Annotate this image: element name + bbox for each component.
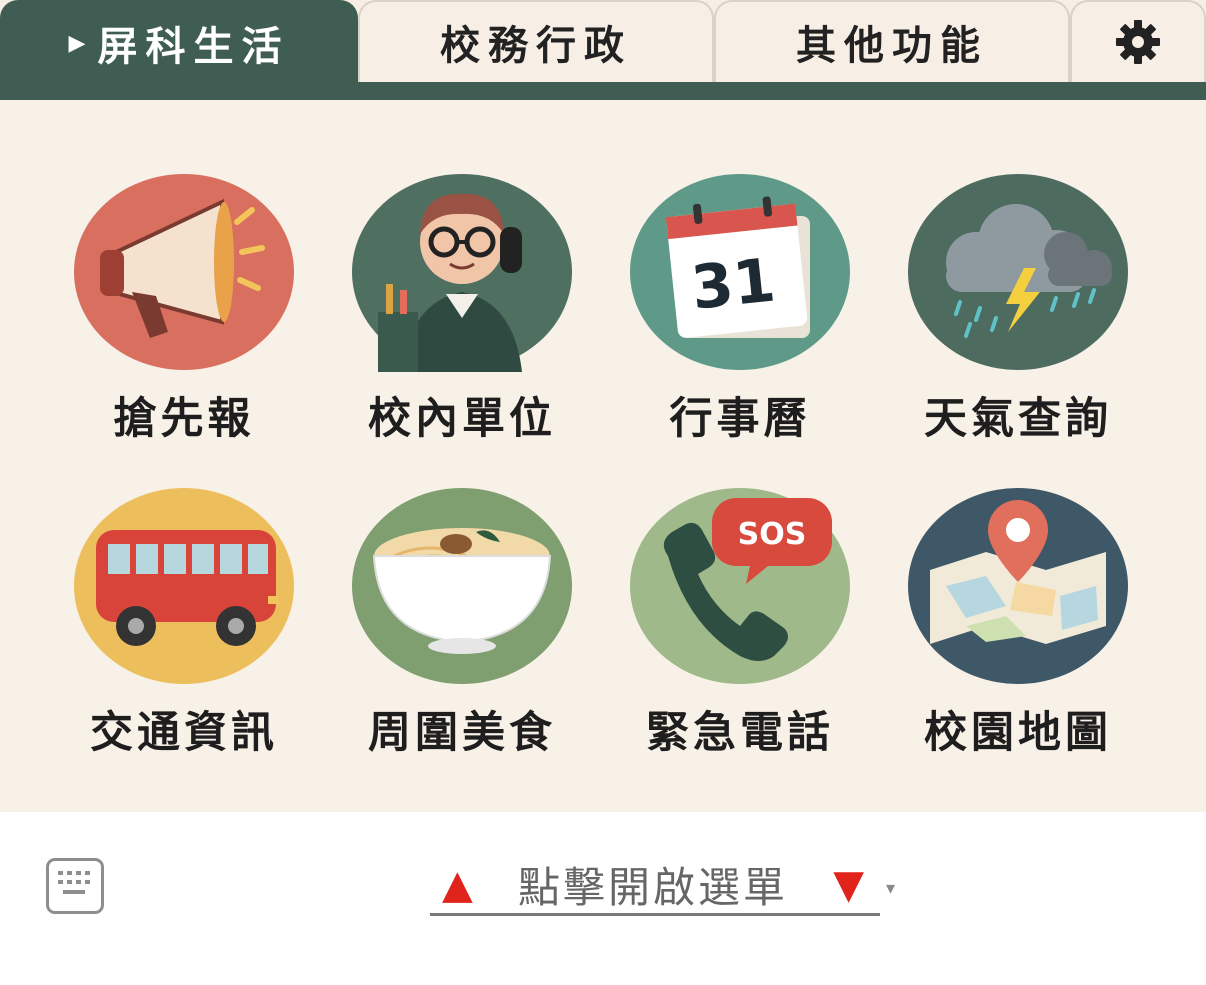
grid-item-calendar[interactable]: 31 行事曆 <box>620 172 860 472</box>
grid-item-transport[interactable]: 交通資訊 <box>64 486 304 786</box>
arrow-up-icon: ▲ <box>442 861 473 908</box>
keyboard-toggle-button[interactable] <box>46 858 104 914</box>
grid-item-label: 搶先報 <box>113 394 255 444</box>
open-menu-button[interactable]: ▲ 點擊開啟選單 ▼ <box>430 856 880 916</box>
grid-item-news[interactable]: 搶先報 <box>64 172 304 472</box>
tab-school-admin[interactable]: 校務行政 <box>358 0 714 82</box>
noodle-bowl-icon <box>352 488 572 684</box>
tab-other-functions[interactable]: 其他功能 <box>714 0 1070 82</box>
play-triangle-icon: ▶ <box>68 30 86 56</box>
calendar-icon: 31 <box>630 174 850 370</box>
tab-label: 屏科生活 <box>97 24 290 70</box>
bus-icon <box>74 488 294 684</box>
map-pin-icon <box>908 488 1128 684</box>
grid-item-label: 校內單位 <box>368 394 556 444</box>
grid-item-label: 周圍美食 <box>368 708 556 758</box>
keyboard-icon <box>58 871 90 894</box>
dropdown-caret-icon[interactable]: ▾ <box>886 878 896 899</box>
grid-item-label: 交通資訊 <box>90 708 278 758</box>
gear-icon <box>1116 20 1160 64</box>
menu-button-label: 點擊開啟選單 <box>517 863 788 912</box>
receptionist-icon <box>352 174 572 372</box>
sos-text: SOS <box>738 517 807 552</box>
tab-underline <box>0 82 1206 100</box>
grid-item-label: 行事曆 <box>669 394 811 444</box>
tab-pingtung-life[interactable]: ▶ 屏科生活 <box>0 0 358 84</box>
calendar-date: 31 <box>688 245 778 323</box>
tab-bar: ▶ 屏科生活 校務行政 其他功能 <box>0 0 1206 100</box>
arrow-down-icon: ▼ <box>833 861 864 908</box>
grid-item-label: 緊急電話 <box>646 708 834 758</box>
grid-item-emergency-phone[interactable]: SOS 緊急電話 <box>620 486 860 786</box>
grid-item-label: 天氣查詢 <box>924 394 1112 444</box>
tab-label: 其他功能 <box>796 23 988 69</box>
bottom-bar: ▲ 點擊開啟選單 ▼ ▾ <box>0 812 1206 985</box>
settings-button[interactable] <box>1070 0 1206 82</box>
grid-item-food[interactable]: 周圍美食 <box>342 486 582 786</box>
storm-cloud-icon <box>908 174 1128 370</box>
sos-phone-icon: SOS <box>630 488 850 684</box>
grid-item-campus-map[interactable]: 校園地圖 <box>898 486 1138 786</box>
grid-item-campus-units[interactable]: 校內單位 <box>342 172 582 472</box>
feature-grid: 搶先報 校內單位 31 行 <box>0 100 1206 812</box>
tab-label: 校務行政 <box>440 23 632 69</box>
grid-item-weather[interactable]: 天氣查詢 <box>898 172 1138 472</box>
megaphone-icon <box>74 174 294 370</box>
grid-item-label: 校園地圖 <box>924 708 1112 758</box>
